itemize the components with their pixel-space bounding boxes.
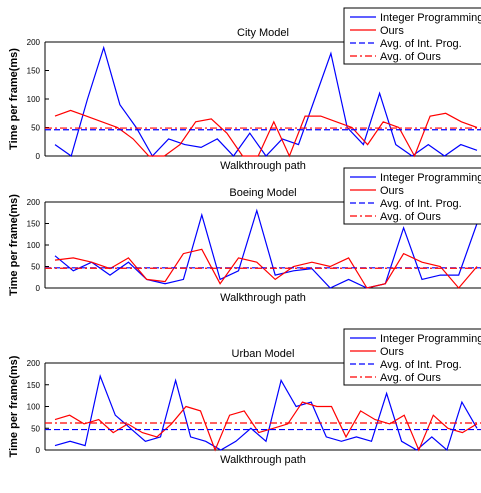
y-tick-label: 50: [31, 424, 40, 433]
series-line: [54, 248, 478, 289]
x-axis-label: Walkthrough path: [220, 454, 306, 466]
x-axis-label: Walkthrough path: [220, 292, 306, 304]
chart-title: Urban Model: [232, 348, 295, 360]
chart-title: Boeing Model: [229, 187, 296, 199]
chart-title: City Model: [237, 27, 289, 39]
legend-entry: Avg. of Int. Prog.: [380, 38, 462, 50]
legend-entry: Integer Programming: [380, 333, 481, 345]
y-tick-label: 50: [31, 124, 40, 133]
chart-panel-1: City Model 0 50 100 150 200 Walkthrough path Ti…: [8, 7, 481, 172]
y-tick-label: 100: [27, 403, 41, 412]
chart-panel-3: Urban Model 0 50 100 150 200 Walkthrough path T…: [8, 328, 481, 466]
y-tick-label: 100: [27, 95, 41, 104]
y-tick-label: 0: [36, 446, 41, 455]
y-tick-label: 150: [27, 67, 41, 76]
legend-entry: Avg. of Ours: [380, 211, 441, 223]
series-line: [54, 401, 478, 452]
legend-entry: Avg. of Ours: [380, 372, 441, 384]
legend-entry: Integer Programming: [380, 12, 481, 24]
y-axis-label: Time per frame(ms): [8, 194, 20, 296]
legend-entry: Avg. of Int. Prog.: [380, 359, 462, 371]
y-tick-label: 200: [27, 198, 41, 207]
y-tick-label: 200: [27, 359, 41, 368]
legend-entry: Integer Programming: [380, 172, 481, 184]
y-axis-label: Time per frame(ms): [8, 355, 20, 457]
legend-entry: Ours: [380, 25, 404, 37]
y-tick-label: 200: [27, 38, 41, 47]
series-line: [54, 109, 478, 158]
y-tick-label: 150: [27, 381, 41, 390]
legend-box: [343, 7, 481, 65]
series-line: [54, 45, 478, 158]
y-tick-label: 50: [31, 263, 40, 272]
legend-entry: Avg. of Int. Prog.: [380, 198, 462, 210]
x-axis-label: Walkthrough path: [220, 160, 306, 172]
y-tick-label: 100: [27, 241, 41, 250]
series-line: [54, 208, 478, 289]
chart-panel-2: Boeing Model 0 50 100 150 200 Walkthrough path…: [8, 167, 481, 304]
y-tick-label: 0: [36, 284, 41, 293]
legend-entry: Ours: [380, 346, 404, 358]
y-tick-label: 150: [27, 220, 41, 229]
y-axis-label: Time per frame(ms): [8, 48, 20, 150]
series-line: [54, 374, 478, 452]
legend-entry: Ours: [380, 185, 404, 197]
legend-entry: Avg. of Ours: [380, 51, 441, 63]
y-tick-label: 0: [36, 152, 41, 161]
